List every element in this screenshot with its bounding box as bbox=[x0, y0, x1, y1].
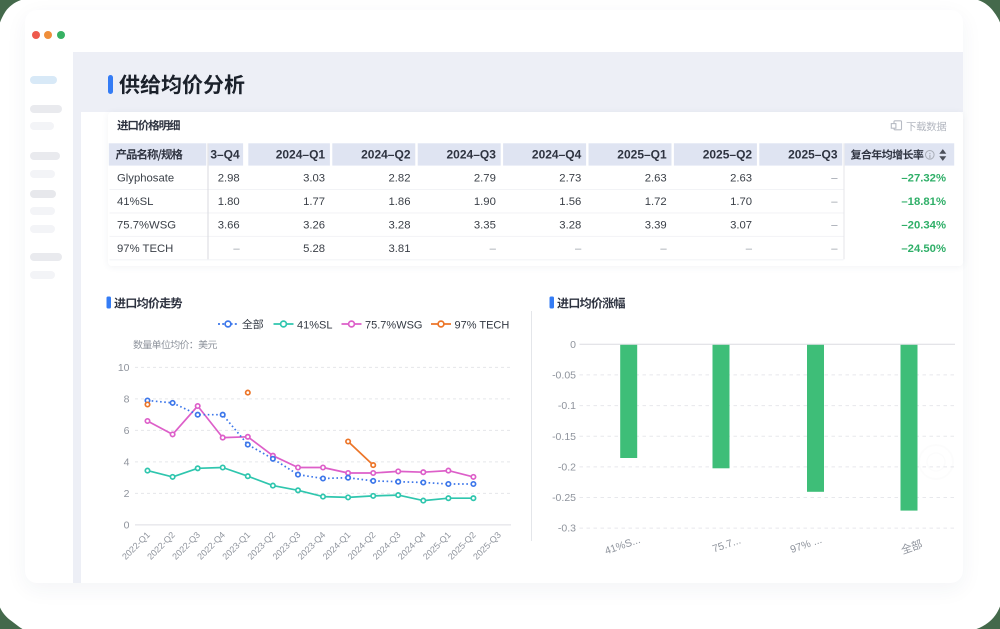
svg-text:3.26: 3.26 bbox=[303, 219, 325, 231]
svg-text:97% ...: 97% ... bbox=[789, 534, 824, 556]
svg-text:2025–Q3: 2025–Q3 bbox=[788, 148, 838, 162]
svg-text:–: – bbox=[831, 219, 838, 231]
svg-text:0: 0 bbox=[124, 520, 130, 532]
svg-text:–27.32%: –27.32% bbox=[901, 173, 946, 185]
svg-text:2.63: 2.63 bbox=[645, 173, 667, 185]
svg-text:5.28: 5.28 bbox=[303, 243, 325, 255]
svg-text:3.81: 3.81 bbox=[389, 243, 411, 255]
svg-text:2: 2 bbox=[124, 488, 130, 500]
svg-text:2025–Q1: 2025–Q1 bbox=[617, 148, 667, 162]
svg-text:3.39: 3.39 bbox=[645, 219, 667, 231]
svg-text:1.90: 1.90 bbox=[474, 196, 496, 208]
svg-text:1.56: 1.56 bbox=[559, 196, 581, 208]
svg-text:1.70: 1.70 bbox=[730, 196, 752, 208]
svg-text:-0.25: -0.25 bbox=[552, 492, 576, 504]
svg-text:2025–Q2: 2025–Q2 bbox=[703, 148, 753, 162]
svg-text:–18.81%: –18.81% bbox=[901, 196, 946, 208]
svg-text:75.7...: 75.7... bbox=[711, 534, 743, 555]
svg-text:2025-Q3: 2025-Q3 bbox=[471, 530, 503, 562]
svg-text:97% TECH: 97% TECH bbox=[455, 319, 510, 331]
svg-text:3.03: 3.03 bbox=[303, 173, 325, 185]
svg-text:–: – bbox=[233, 243, 240, 255]
svg-text:1.86: 1.86 bbox=[389, 196, 411, 208]
svg-text:0: 0 bbox=[570, 339, 576, 351]
svg-text:2.79: 2.79 bbox=[474, 173, 496, 185]
svg-text:1.80: 1.80 bbox=[218, 196, 240, 208]
svg-text:Glyphosate: Glyphosate bbox=[117, 173, 174, 185]
svg-text:41%SL: 41%SL bbox=[117, 196, 153, 208]
svg-text:3.28: 3.28 bbox=[389, 219, 411, 231]
svg-text:2024–Q3: 2024–Q3 bbox=[447, 148, 497, 162]
svg-text:3.35: 3.35 bbox=[474, 219, 496, 231]
svg-text:3.07: 3.07 bbox=[730, 219, 752, 231]
svg-text:8: 8 bbox=[124, 394, 130, 406]
svg-text:3–Q4: 3–Q4 bbox=[210, 148, 240, 162]
svg-text:2024–Q2: 2024–Q2 bbox=[361, 148, 411, 162]
svg-text:75.7%WSG: 75.7%WSG bbox=[117, 219, 176, 231]
svg-text:2024–Q1: 2024–Q1 bbox=[276, 148, 326, 162]
svg-text:–: – bbox=[746, 243, 753, 255]
svg-text:10: 10 bbox=[118, 362, 130, 374]
svg-text:75.7%WSG: 75.7%WSG bbox=[365, 319, 422, 331]
svg-text:1.72: 1.72 bbox=[645, 196, 667, 208]
svg-text:2024–Q4: 2024–Q4 bbox=[532, 148, 582, 162]
svg-text:1.77: 1.77 bbox=[303, 196, 325, 208]
svg-text:4: 4 bbox=[124, 457, 130, 469]
svg-text:-0.3: -0.3 bbox=[558, 523, 576, 535]
svg-text:41%SL: 41%SL bbox=[297, 319, 332, 331]
svg-text:2.63: 2.63 bbox=[730, 173, 752, 185]
svg-text:41%S...: 41%S... bbox=[603, 534, 642, 557]
svg-text:–: – bbox=[490, 243, 497, 255]
svg-text:–: – bbox=[575, 243, 582, 255]
svg-text:–: – bbox=[831, 173, 838, 185]
svg-text:2.73: 2.73 bbox=[559, 173, 581, 185]
svg-text:–24.50%: –24.50% bbox=[901, 243, 946, 255]
svg-text:–: – bbox=[660, 243, 667, 255]
svg-text:–20.34%: –20.34% bbox=[901, 219, 946, 231]
svg-text:-0.05: -0.05 bbox=[552, 370, 576, 382]
svg-text:-0.1: -0.1 bbox=[558, 400, 576, 412]
svg-text:6: 6 bbox=[124, 425, 130, 437]
svg-text:2.98: 2.98 bbox=[218, 173, 240, 185]
svg-text:–: – bbox=[831, 243, 838, 255]
svg-text:97% TECH: 97% TECH bbox=[117, 243, 173, 255]
svg-text:-0.2: -0.2 bbox=[558, 462, 576, 474]
svg-text:-0.15: -0.15 bbox=[552, 431, 576, 443]
svg-text:3.28: 3.28 bbox=[559, 219, 581, 231]
svg-text:3.66: 3.66 bbox=[218, 219, 240, 231]
svg-text:2.82: 2.82 bbox=[389, 173, 411, 185]
svg-text:–: – bbox=[831, 196, 838, 208]
